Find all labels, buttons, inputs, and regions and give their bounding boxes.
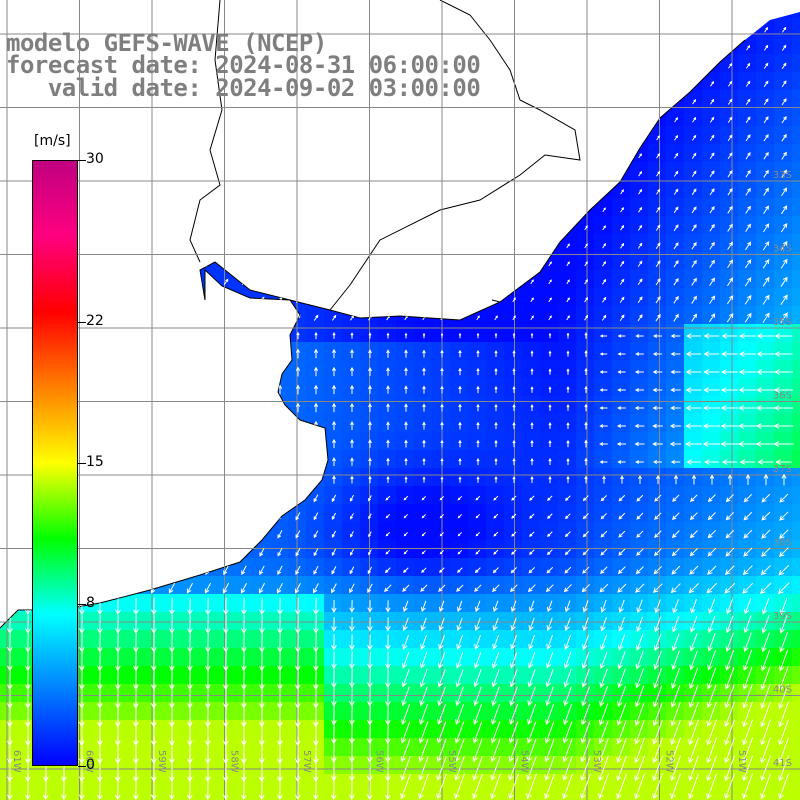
longitude-label: 56W (374, 750, 385, 773)
valid-date: valid date: 2024-09-02 03:00:00 (6, 74, 481, 102)
colorbar-tick-label: 30 (86, 151, 104, 167)
colorbar-tick-mark (78, 160, 86, 161)
latitude-label: 35S (773, 317, 792, 328)
longitude-label: 58W (229, 750, 240, 773)
latitude-label: 38S (773, 538, 792, 549)
longitude-label: 59W (156, 750, 167, 773)
colorbar-tick-mark (78, 463, 86, 464)
longitude-labels: 61W 60W 59W 58W 57W 56W 55W 54W 53W 52W 51W (11, 750, 747, 773)
latitude-label: 33S (773, 170, 792, 181)
longitude-label: 55W (446, 750, 457, 773)
colorbar (32, 160, 78, 766)
latitude-label: 34S (773, 244, 792, 255)
latitude-label: 41S (773, 758, 792, 769)
latitude-label: 37S (773, 464, 792, 475)
longitude-label: 60W (84, 750, 95, 773)
colorbar-tick-label: 8 (86, 595, 95, 612)
colorbar-tick-mark (78, 604, 86, 606)
longitude-label: 61W (11, 750, 22, 773)
colorbar-tick-mark (78, 766, 86, 767)
colorbar-tick-mark (78, 321, 86, 323)
longitude-label: 52W (664, 750, 675, 773)
colorbar-tick-label: 22 (86, 312, 104, 329)
latitude-label: 36S (773, 391, 792, 402)
longitude-label: 51W (736, 750, 747, 773)
latitude-labels: 33S 34S 35S 36S 37S 38S 39S 40S 41S (773, 170, 792, 769)
longitude-label: 54W (519, 750, 530, 773)
latitude-label: 39S (773, 611, 792, 622)
longitude-label: 53W (591, 750, 602, 773)
latitude-label: 40S (773, 685, 792, 696)
colorbar-tick-label: 15 (86, 454, 104, 470)
colorbar-tick-label: 0 (86, 757, 95, 773)
longitude-label: 57W (301, 750, 312, 773)
model-title: modelo GEFS-WAVE (NCEP) (6, 29, 327, 57)
colorbar-unit: [m/s] (34, 133, 71, 149)
forecast-date: forecast date: 2024-08-31 06:00:00 (6, 51, 481, 79)
